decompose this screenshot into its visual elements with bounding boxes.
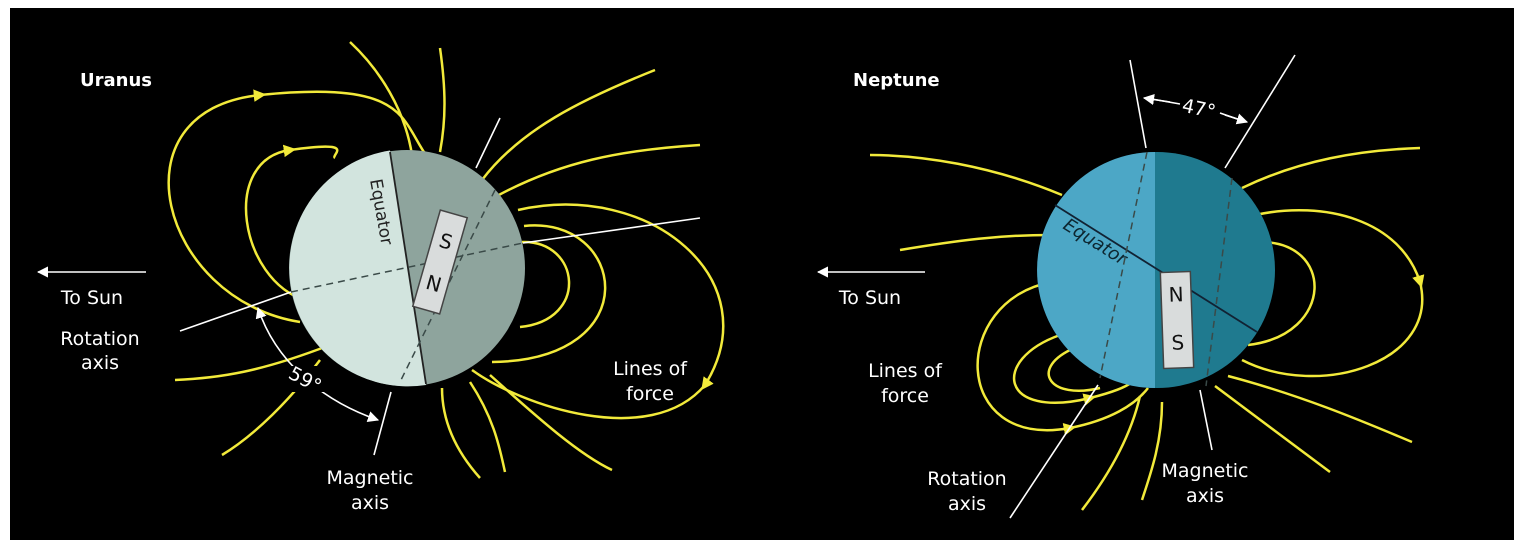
- rotation-axis-inner: [290, 242, 524, 293]
- magnetic-axis: [373, 391, 392, 456]
- rotation-axis-inner: [1099, 151, 1148, 379]
- magnet-bar: [1159, 270, 1195, 370]
- magnet-pole: N: [423, 270, 444, 297]
- panel-title: Uranus: [80, 70, 152, 91]
- planet-light-side: [1037, 152, 1155, 388]
- rotation-axis-label: Rotation axis: [60, 328, 139, 374]
- magnetic-axis-label: Magnetic axis: [1161, 460, 1248, 507]
- magnetic-axis: [1199, 389, 1213, 451]
- equator-line: [1054, 204, 1258, 333]
- magnet: N S: [1159, 270, 1195, 370]
- rotation-axis: [179, 291, 292, 332]
- angle-arrow: [1142, 93, 1171, 106]
- magnetic-axis-inner: [1205, 177, 1233, 387]
- equator-line: [389, 151, 427, 385]
- magnet-pole: S: [1171, 330, 1185, 354]
- angle-bg: [282, 366, 328, 392]
- lines-of-force-label: Lines of force: [613, 358, 688, 405]
- magnet-pole: N: [1168, 282, 1184, 307]
- rotation-axis: [522, 217, 701, 244]
- uranus-panel: Uranus Equator S N To Sun Rotation axis 5…: [36, 41, 725, 514]
- to-sun-label: To Sun: [838, 287, 901, 309]
- panel-title: Neptune: [853, 70, 940, 91]
- magnet: S N: [411, 209, 469, 315]
- neptune-panel: Neptune Equator N S 47° To Sun Lines of f…: [816, 54, 1425, 519]
- rotation-axis: [1009, 384, 1099, 519]
- magnet-bar: [411, 209, 469, 315]
- to-sun-label: To Sun: [60, 287, 123, 309]
- rotation-axis: [1129, 59, 1147, 149]
- magnetic-axis: [1224, 54, 1296, 169]
- lines-of-force-label: Lines of force: [868, 360, 943, 407]
- magnetic-axis: [475, 117, 501, 169]
- field-lines: [869, 146, 1425, 511]
- rotation-axis-label: Rotation axis: [927, 468, 1006, 515]
- magnet-pole: S: [437, 228, 456, 255]
- angle-arrow: [1224, 113, 1249, 125]
- magnetic-axis-label: Magnetic axis: [326, 467, 413, 514]
- background: [10, 8, 1514, 540]
